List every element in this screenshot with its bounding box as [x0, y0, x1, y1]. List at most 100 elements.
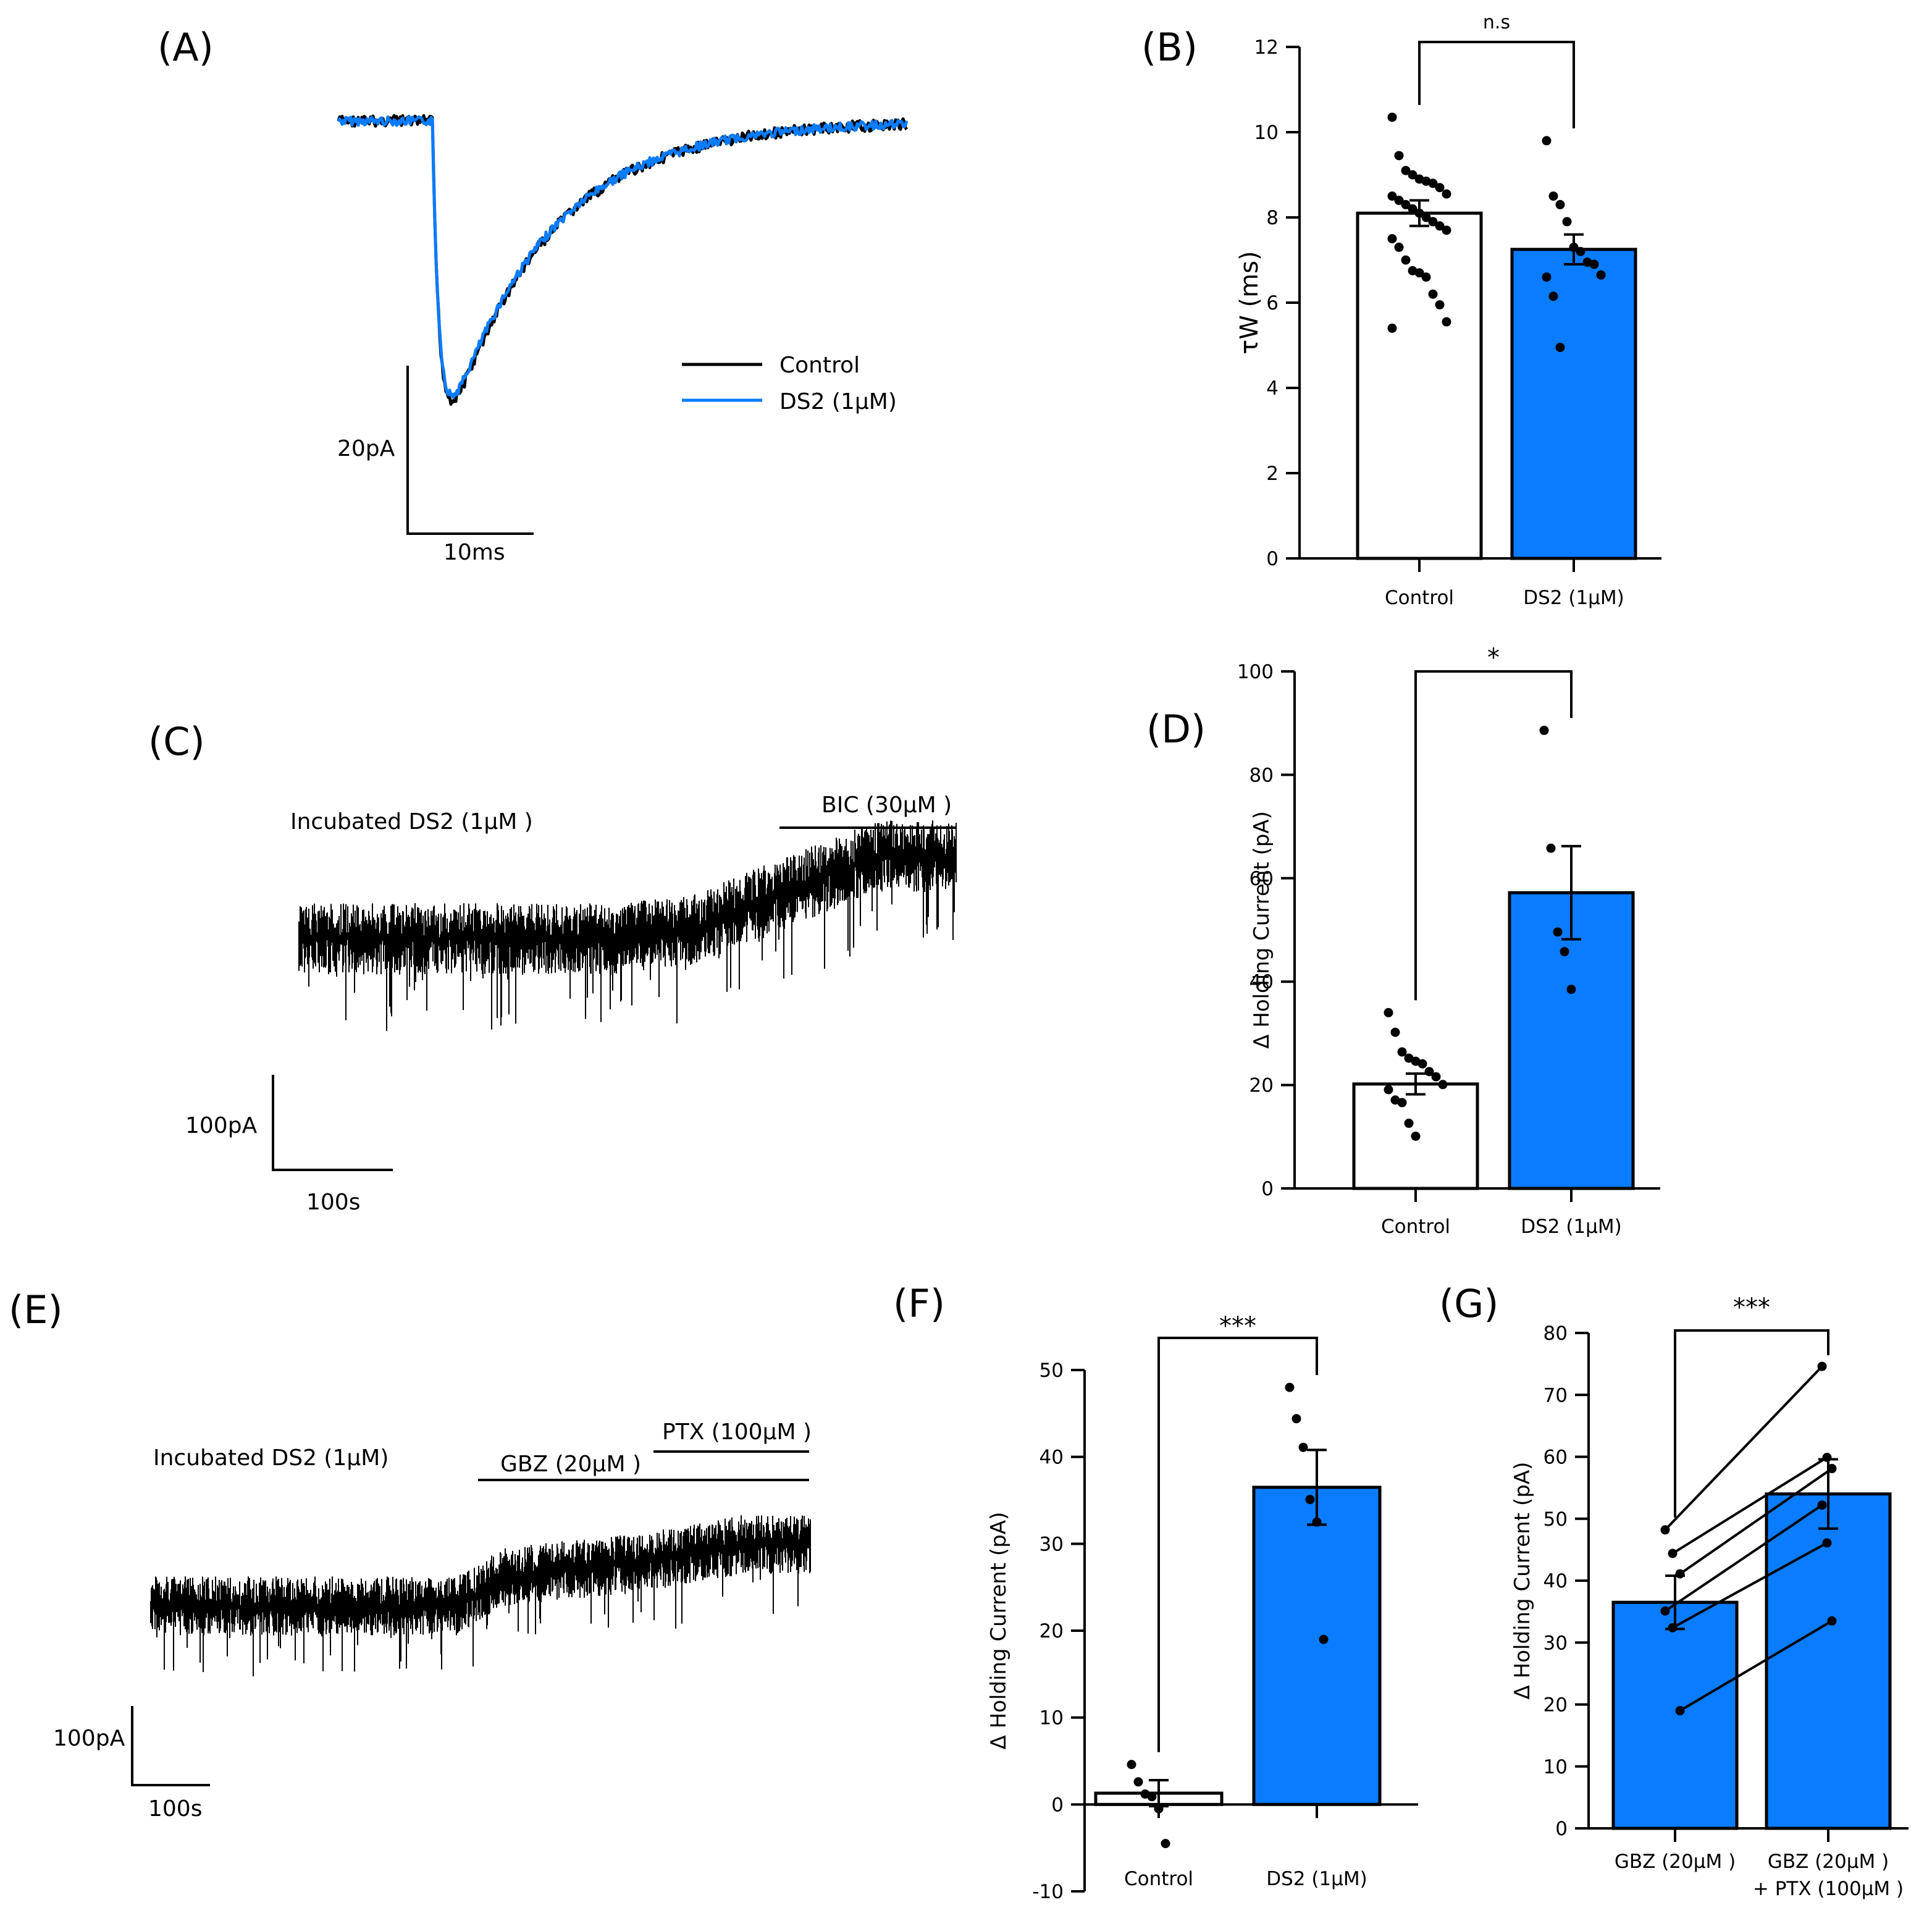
y-tick-label-B: 6 [1266, 292, 1279, 314]
bar-F-1 [1252, 1486, 1382, 1806]
significance-bracket-F [1157, 1337, 1318, 1752]
data-point-G-1 [1827, 1616, 1837, 1626]
data-point-G-0 [1675, 1569, 1685, 1579]
y-tick-label-G: 20 [1544, 1694, 1568, 1717]
significance-bracket-D [1414, 670, 1573, 1001]
data-point-B-0 [1394, 242, 1404, 252]
panel-e-label: (E) [9, 1287, 63, 1332]
data-point-B-1 [1589, 259, 1599, 269]
incubated-ds2-label-c: Incubated DS2 (1μM ) [290, 809, 533, 834]
y-tick-label-B: 4 [1266, 377, 1279, 400]
y-tick-label-D: 0 [1261, 1178, 1274, 1200]
y-tick-label-B: 12 [1254, 36, 1279, 59]
scale-bar-a [406, 366, 534, 535]
scale-bar-c [272, 1075, 393, 1171]
data-point-B-1 [1569, 242, 1579, 252]
y-tick-label-F: 10 [1040, 1707, 1064, 1730]
bar-B-0 [1356, 211, 1483, 560]
panel-a-label: (A) [158, 25, 214, 70]
y-tick-label-D: 80 [1250, 764, 1274, 786]
data-point-D-0 [1397, 1047, 1407, 1057]
data-point-G-1 [1827, 1464, 1837, 1474]
y-tick-label-D: 60 [1250, 868, 1274, 890]
y-tick-label-F: 30 [1040, 1533, 1064, 1555]
panel-a: (A) Control DS2 (1μM) 20pA 10ms [158, 25, 909, 565]
paired-line-G [1679, 1620, 1833, 1712]
y-tick-label-G: 0 [1555, 1818, 1568, 1840]
y-tick-label-G: 50 [1544, 1508, 1568, 1531]
scale-bar-e-y-label: 100pA [53, 1726, 125, 1751]
y-tick-label-B: 0 [1266, 548, 1279, 570]
holding-current-trace-c [298, 820, 957, 1032]
data-point-B-1 [1542, 136, 1552, 146]
x-category-label-B: DS2 (1μM) [1523, 587, 1624, 609]
chart-f: -10 0 10 20 30 40 50 Δ Holding Current (pA) Cont… [986, 1312, 1418, 1903]
data-point-D-0 [1404, 1119, 1414, 1129]
data-point-B-1 [1555, 342, 1565, 352]
data-point-G-1 [1817, 1500, 1827, 1510]
chart-b: 0 2 4 6 8 10 12 τW (ms) Control DS2 (1μM) n.s [1235, 12, 1661, 609]
data-point-B-0 [1442, 225, 1451, 235]
panel-b: (B) 0 2 4 6 8 10 12 τW (ms) Control DS2 (1μM) n.s [1141, 12, 1661, 609]
data-point-F-1 [1319, 1634, 1329, 1644]
paired-line-G [1664, 1504, 1823, 1612]
data-point-D-0 [1424, 1067, 1434, 1077]
x-category-label-B: Control [1385, 587, 1454, 609]
y-axis-label-B: τW (ms) [1235, 251, 1264, 354]
data-point-D-1 [1539, 725, 1549, 735]
y-tick-label-G: 40 [1544, 1570, 1568, 1592]
data-point-G-0 [1660, 1606, 1670, 1616]
paired-line-G [1672, 1542, 1828, 1629]
data-point-B-0 [1435, 221, 1445, 231]
data-point-B-0 [1435, 183, 1445, 193]
data-point-B-0 [1428, 289, 1438, 299]
data-point-F-1 [1305, 1495, 1315, 1505]
x-category-label-G: GBZ (20μM ) [1615, 1851, 1736, 1873]
data-point-B-0 [1401, 255, 1411, 265]
panel-d-label: (D) [1146, 707, 1206, 752]
data-point-G-0 [1675, 1706, 1685, 1716]
x-category-label-G: + PTX (100μM ) [1753, 1878, 1904, 1900]
x-category-label-F: Control [1124, 1868, 1193, 1890]
data-point-B-0 [1421, 272, 1431, 282]
panel-b-label: (B) [1141, 25, 1198, 70]
y-tick-label-G: 10 [1544, 1756, 1568, 1778]
x-category-label-D: Control [1381, 1216, 1450, 1238]
panel-d: (D) 0 20 40 60 80 100 Δ Holding Current (pA) Co… [1146, 644, 1660, 1238]
data-point-B-0 [1401, 166, 1411, 175]
data-point-D-0 [1418, 1059, 1427, 1069]
data-point-B-0 [1387, 191, 1397, 201]
x-category-label-G: GBZ (20μM ) [1768, 1851, 1889, 1873]
data-point-B-0 [1421, 212, 1431, 222]
data-point-B-0 [1414, 268, 1424, 278]
data-point-D-1 [1560, 947, 1569, 957]
data-point-F-1 [1292, 1414, 1301, 1424]
data-point-G-0 [1660, 1525, 1670, 1535]
data-point-B-1 [1562, 217, 1572, 227]
y-tick-label-D: 20 [1250, 1075, 1274, 1097]
significance-marker-F: *** [1219, 1312, 1256, 1340]
chart-d: 0 20 40 60 80 100 Δ Holding Current (pA) Contro… [1237, 644, 1660, 1238]
paired-line-G [1664, 1365, 1823, 1531]
significance-bracket-G [1674, 1329, 1829, 1518]
data-point-D-0 [1431, 1072, 1441, 1082]
panel-g-label: (G) [1439, 1281, 1498, 1326]
data-point-G-0 [1668, 1623, 1678, 1633]
data-point-D-0 [1384, 1085, 1393, 1095]
y-tick-label-G: 80 [1544, 1322, 1568, 1345]
panel-c: (C) Incubated DS2 (1μM ) BIC (30μM ) 100… [148, 719, 957, 1215]
x-category-label-F: DS2 (1μM) [1266, 1868, 1367, 1890]
y-axis-label-F: Δ Holding Current (pA) [986, 1512, 1011, 1750]
y-axis-label-G: Δ Holding Current (pA) [1510, 1462, 1535, 1700]
panel-e: (E) Incubated DS2 (1μM) GBZ (20μM ) PTX … [9, 1287, 812, 1822]
significance-marker-G: *** [1733, 1293, 1770, 1322]
y-tick-label-B: 8 [1266, 207, 1279, 229]
data-point-D-0 [1384, 1007, 1393, 1017]
scale-bar-c-x-label: 100s [306, 1190, 360, 1215]
data-point-D-0 [1397, 1098, 1407, 1108]
significance-marker-B: n.s [1483, 12, 1510, 33]
y-axis-label-D: Δ Holding Current (pA) [1250, 811, 1274, 1049]
data-point-F-1 [1285, 1382, 1295, 1392]
legend-ds2-label: DS2 (1μM) [779, 389, 897, 414]
